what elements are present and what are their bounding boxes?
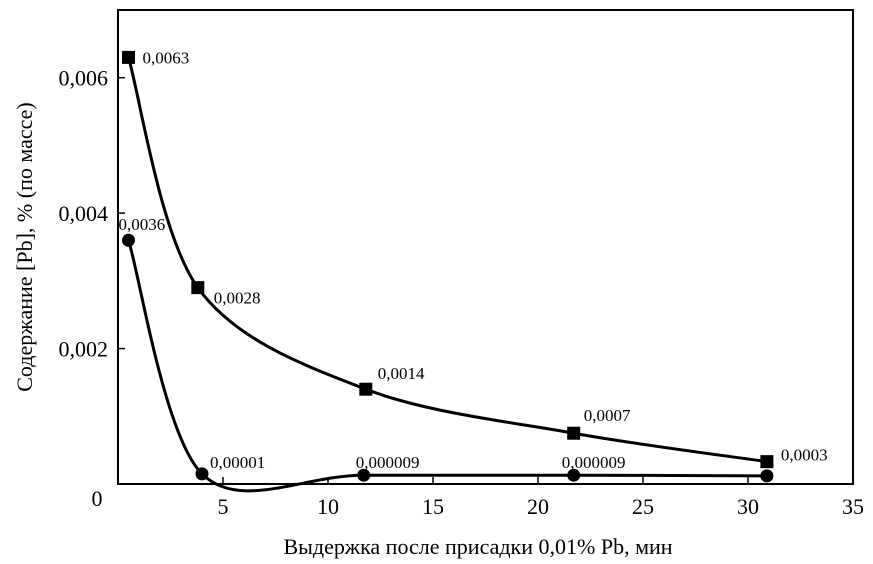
curves-layer — [127, 56, 768, 493]
x-tick-label: 20 — [527, 494, 549, 519]
circle-marker — [567, 468, 581, 482]
x-axis-title: Выдержка после присадки 0,01% Pb, мин — [283, 534, 672, 559]
x-tick-label: 5 — [218, 494, 229, 519]
origin-label: 0 — [92, 486, 103, 511]
data-label: 0,00001 — [210, 453, 265, 472]
square-marker — [191, 281, 205, 295]
x-tick-label: 35 — [842, 494, 864, 519]
data-label: 0,0007 — [584, 406, 631, 425]
x-tick-label: 15 — [422, 494, 444, 519]
circle-marker — [195, 467, 209, 481]
square-marker — [760, 455, 774, 469]
x-tick-label: 25 — [632, 494, 654, 519]
data-label: 0,000009 — [356, 453, 420, 472]
y-tick-label: 0,006 — [59, 66, 109, 91]
ticks-layer: 5 10 15 20 25 30 35 0,002 0,004 0,006 — [59, 66, 865, 519]
square-marker — [122, 50, 135, 64]
x-tick-label: 10 — [317, 494, 339, 519]
circle-marker — [357, 468, 371, 482]
y-tick-label: 0,002 — [59, 337, 109, 362]
square-marker — [359, 382, 373, 396]
series-square-line — [127, 56, 768, 464]
data-labels-layer: 0,0063 0,0028 0,0014 0,0007 0,0003 0,0036 0,00… — [119, 48, 828, 472]
plot-frame — [117, 9, 854, 485]
data-label: 0,000009 — [562, 453, 626, 472]
data-label: 0,0063 — [143, 48, 190, 67]
y-tick-label: 0,004 — [59, 201, 109, 226]
y-axis-title: Содержание [Pb], % (по массе) — [12, 102, 37, 392]
data-label: 0,0028 — [214, 289, 261, 308]
x-tick-label: 30 — [737, 494, 759, 519]
circle-marker — [122, 233, 135, 247]
data-label: 0,0036 — [119, 215, 166, 234]
circle-marker — [760, 469, 774, 483]
markers-layer — [122, 50, 774, 483]
square-marker — [567, 426, 581, 440]
data-label: 0,0014 — [378, 364, 425, 383]
data-label: 0,0003 — [781, 446, 828, 465]
